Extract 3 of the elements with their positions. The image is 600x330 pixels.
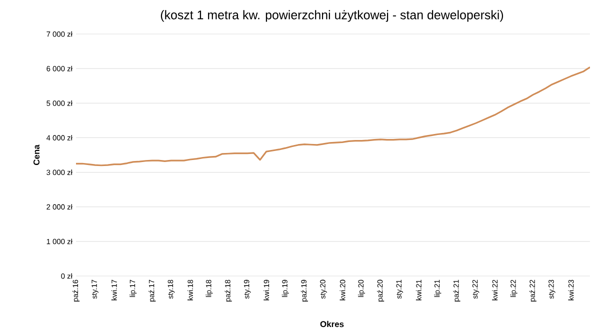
y-axis-title: Cena (33, 144, 40, 165)
chart-title: (koszt 1 metra kw. powierzchni użytkowej - stan deweloperski) (160, 10, 504, 22)
x-axis-title: Okres (320, 320, 344, 327)
